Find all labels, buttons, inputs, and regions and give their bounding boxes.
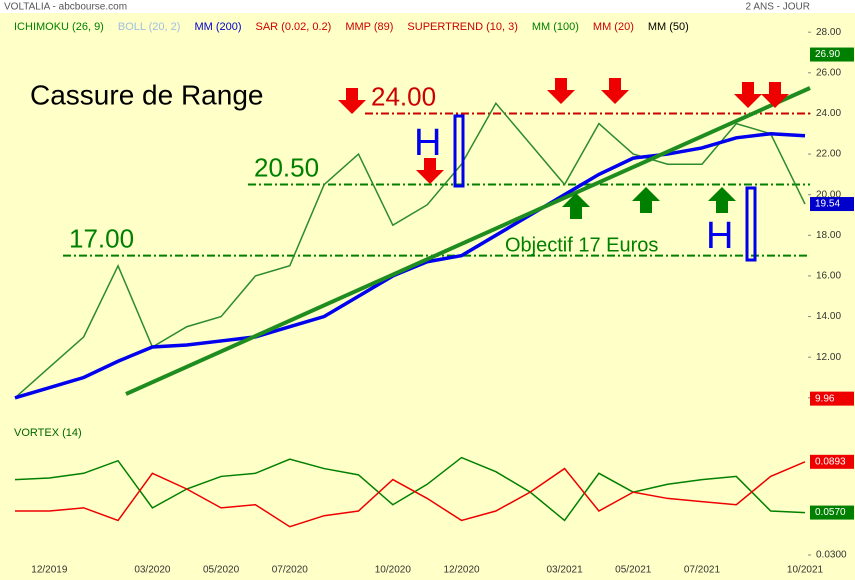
indicator-label: MM (200) bbox=[194, 21, 241, 33]
value-marker-label: 26.90 bbox=[815, 49, 840, 60]
arrow bbox=[338, 88, 366, 114]
indicator-label: MMP (89) bbox=[345, 21, 393, 33]
value-marker bbox=[810, 391, 854, 406]
arrow bbox=[734, 82, 762, 108]
value-marker bbox=[810, 47, 854, 62]
y-tick-label: 24.00 bbox=[816, 108, 841, 119]
value-marker bbox=[810, 505, 854, 520]
series-line bbox=[14, 101, 806, 399]
indicator-label: BOLL (20, 2) bbox=[118, 21, 181, 33]
x-tick-label: 10/2021 bbox=[787, 565, 824, 576]
y-tick-label: 20.00 bbox=[816, 189, 841, 200]
arrow bbox=[416, 158, 444, 184]
x-tick-label: 12/2020 bbox=[443, 565, 480, 576]
arrow bbox=[708, 187, 736, 213]
y-tick-label: 26.00 bbox=[816, 67, 841, 78]
vortex-title: VORTEX (14) bbox=[14, 427, 82, 439]
x-tick-label: 10/2020 bbox=[375, 565, 412, 576]
value-marker-label: 9.96 bbox=[815, 393, 835, 404]
indicator-label: SAR (0.02, 0.2) bbox=[256, 21, 332, 33]
arrow bbox=[601, 78, 629, 104]
x-tick-label: 05/2021 bbox=[615, 565, 652, 576]
value-marker-label: 0.0570 bbox=[815, 507, 846, 518]
annotation: H bbox=[414, 122, 441, 164]
arrow bbox=[632, 187, 660, 213]
y-tick-label: 12.00 bbox=[816, 352, 841, 363]
x-tick-label: 03/2020 bbox=[134, 565, 171, 576]
x-tick-label: 07/2020 bbox=[272, 565, 309, 576]
series-line bbox=[14, 456, 806, 522]
y-tick-label: 22.00 bbox=[816, 149, 841, 160]
x-tick-label: 07/2021 bbox=[684, 565, 721, 576]
value-marker bbox=[810, 454, 854, 469]
h-bar bbox=[745, 186, 757, 262]
header-left: VOLTALIA - abcbourse.com bbox=[4, 2, 127, 13]
arrow bbox=[562, 193, 590, 219]
level-label: 20.50 bbox=[254, 152, 319, 182]
y-tick-label: 16.00 bbox=[816, 271, 841, 282]
y-tick-label: 18.00 bbox=[816, 230, 841, 241]
trend-line bbox=[125, 86, 811, 396]
y-tick-label: 0.0300 bbox=[816, 550, 847, 561]
y-tick-label: 28.00 bbox=[816, 27, 841, 38]
level-label: 17.00 bbox=[69, 224, 134, 254]
value-marker-label: 0.0893 bbox=[815, 456, 846, 467]
header-bar bbox=[0, 0, 855, 13]
x-tick-label: 12/2019 bbox=[31, 565, 68, 576]
h-bar bbox=[453, 114, 465, 188]
value-marker-label: 19.54 bbox=[815, 199, 840, 210]
x-tick-label: 05/2020 bbox=[203, 565, 240, 576]
indicator-label: SUPERTREND (10, 3) bbox=[407, 21, 517, 33]
level-label: 24.00 bbox=[371, 81, 436, 111]
annotation: Objectif 17 Euros bbox=[505, 234, 658, 256]
header-right: 2 ANS - JOUR bbox=[746, 2, 810, 13]
indicator-label: MM (100) bbox=[532, 21, 579, 33]
indicator-label: ICHIMOKU (26, 9) bbox=[14, 21, 104, 33]
x-tick-label: 03/2021 bbox=[546, 565, 583, 576]
y-tick-label: 14.00 bbox=[816, 311, 841, 322]
arrow bbox=[547, 78, 575, 104]
annotation: Cassure de Range bbox=[30, 79, 263, 110]
indicator-label: MM (50) bbox=[648, 21, 689, 33]
value-marker bbox=[810, 197, 854, 212]
arrow bbox=[761, 82, 789, 108]
annotation: H bbox=[706, 215, 733, 257]
series-line bbox=[15, 461, 806, 528]
indicator-label: MM (20) bbox=[593, 21, 634, 33]
